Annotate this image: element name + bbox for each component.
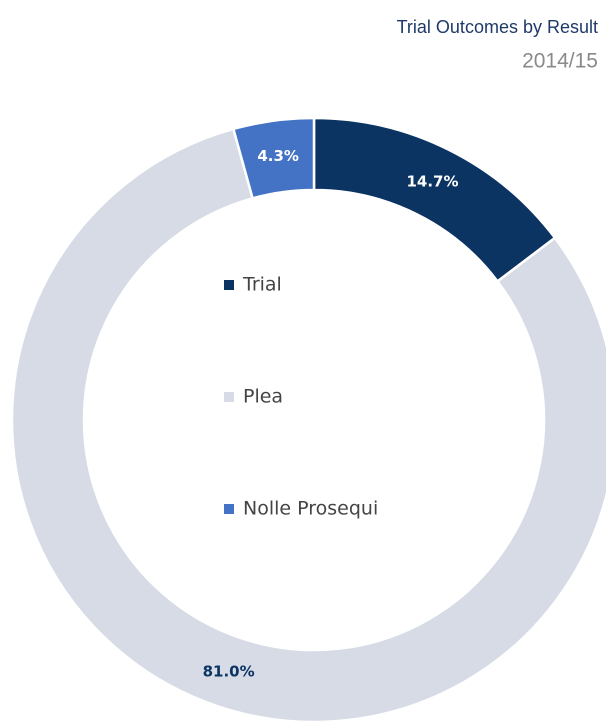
legend-label: Plea [243,386,283,408]
data-label: 14.7% [406,172,458,190]
chart-subtitle: 2014/15 [522,50,598,73]
donut-segment [312,116,557,284]
data-label: 81.0% [203,662,255,680]
legend-label: Nolle Prosequi [243,498,378,520]
donut-segment [231,116,316,200]
data-label: 4.3% [257,147,299,165]
chart-title: Trial Outcomes by Result [397,17,598,37]
legend-swatch [224,504,234,514]
legend-swatch [224,392,234,402]
legend-label: Trial [242,274,282,296]
donut-segment [10,127,606,722]
legend-swatch [224,280,234,290]
